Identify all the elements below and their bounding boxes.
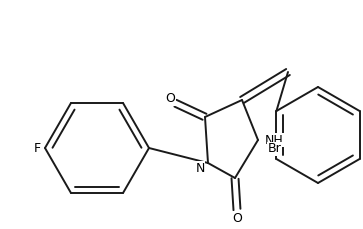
Text: O: O xyxy=(165,93,175,106)
Text: F: F xyxy=(33,142,41,155)
Text: NH: NH xyxy=(265,134,284,147)
Text: Br: Br xyxy=(268,142,281,155)
Text: O: O xyxy=(232,212,242,224)
Text: N: N xyxy=(195,161,205,174)
